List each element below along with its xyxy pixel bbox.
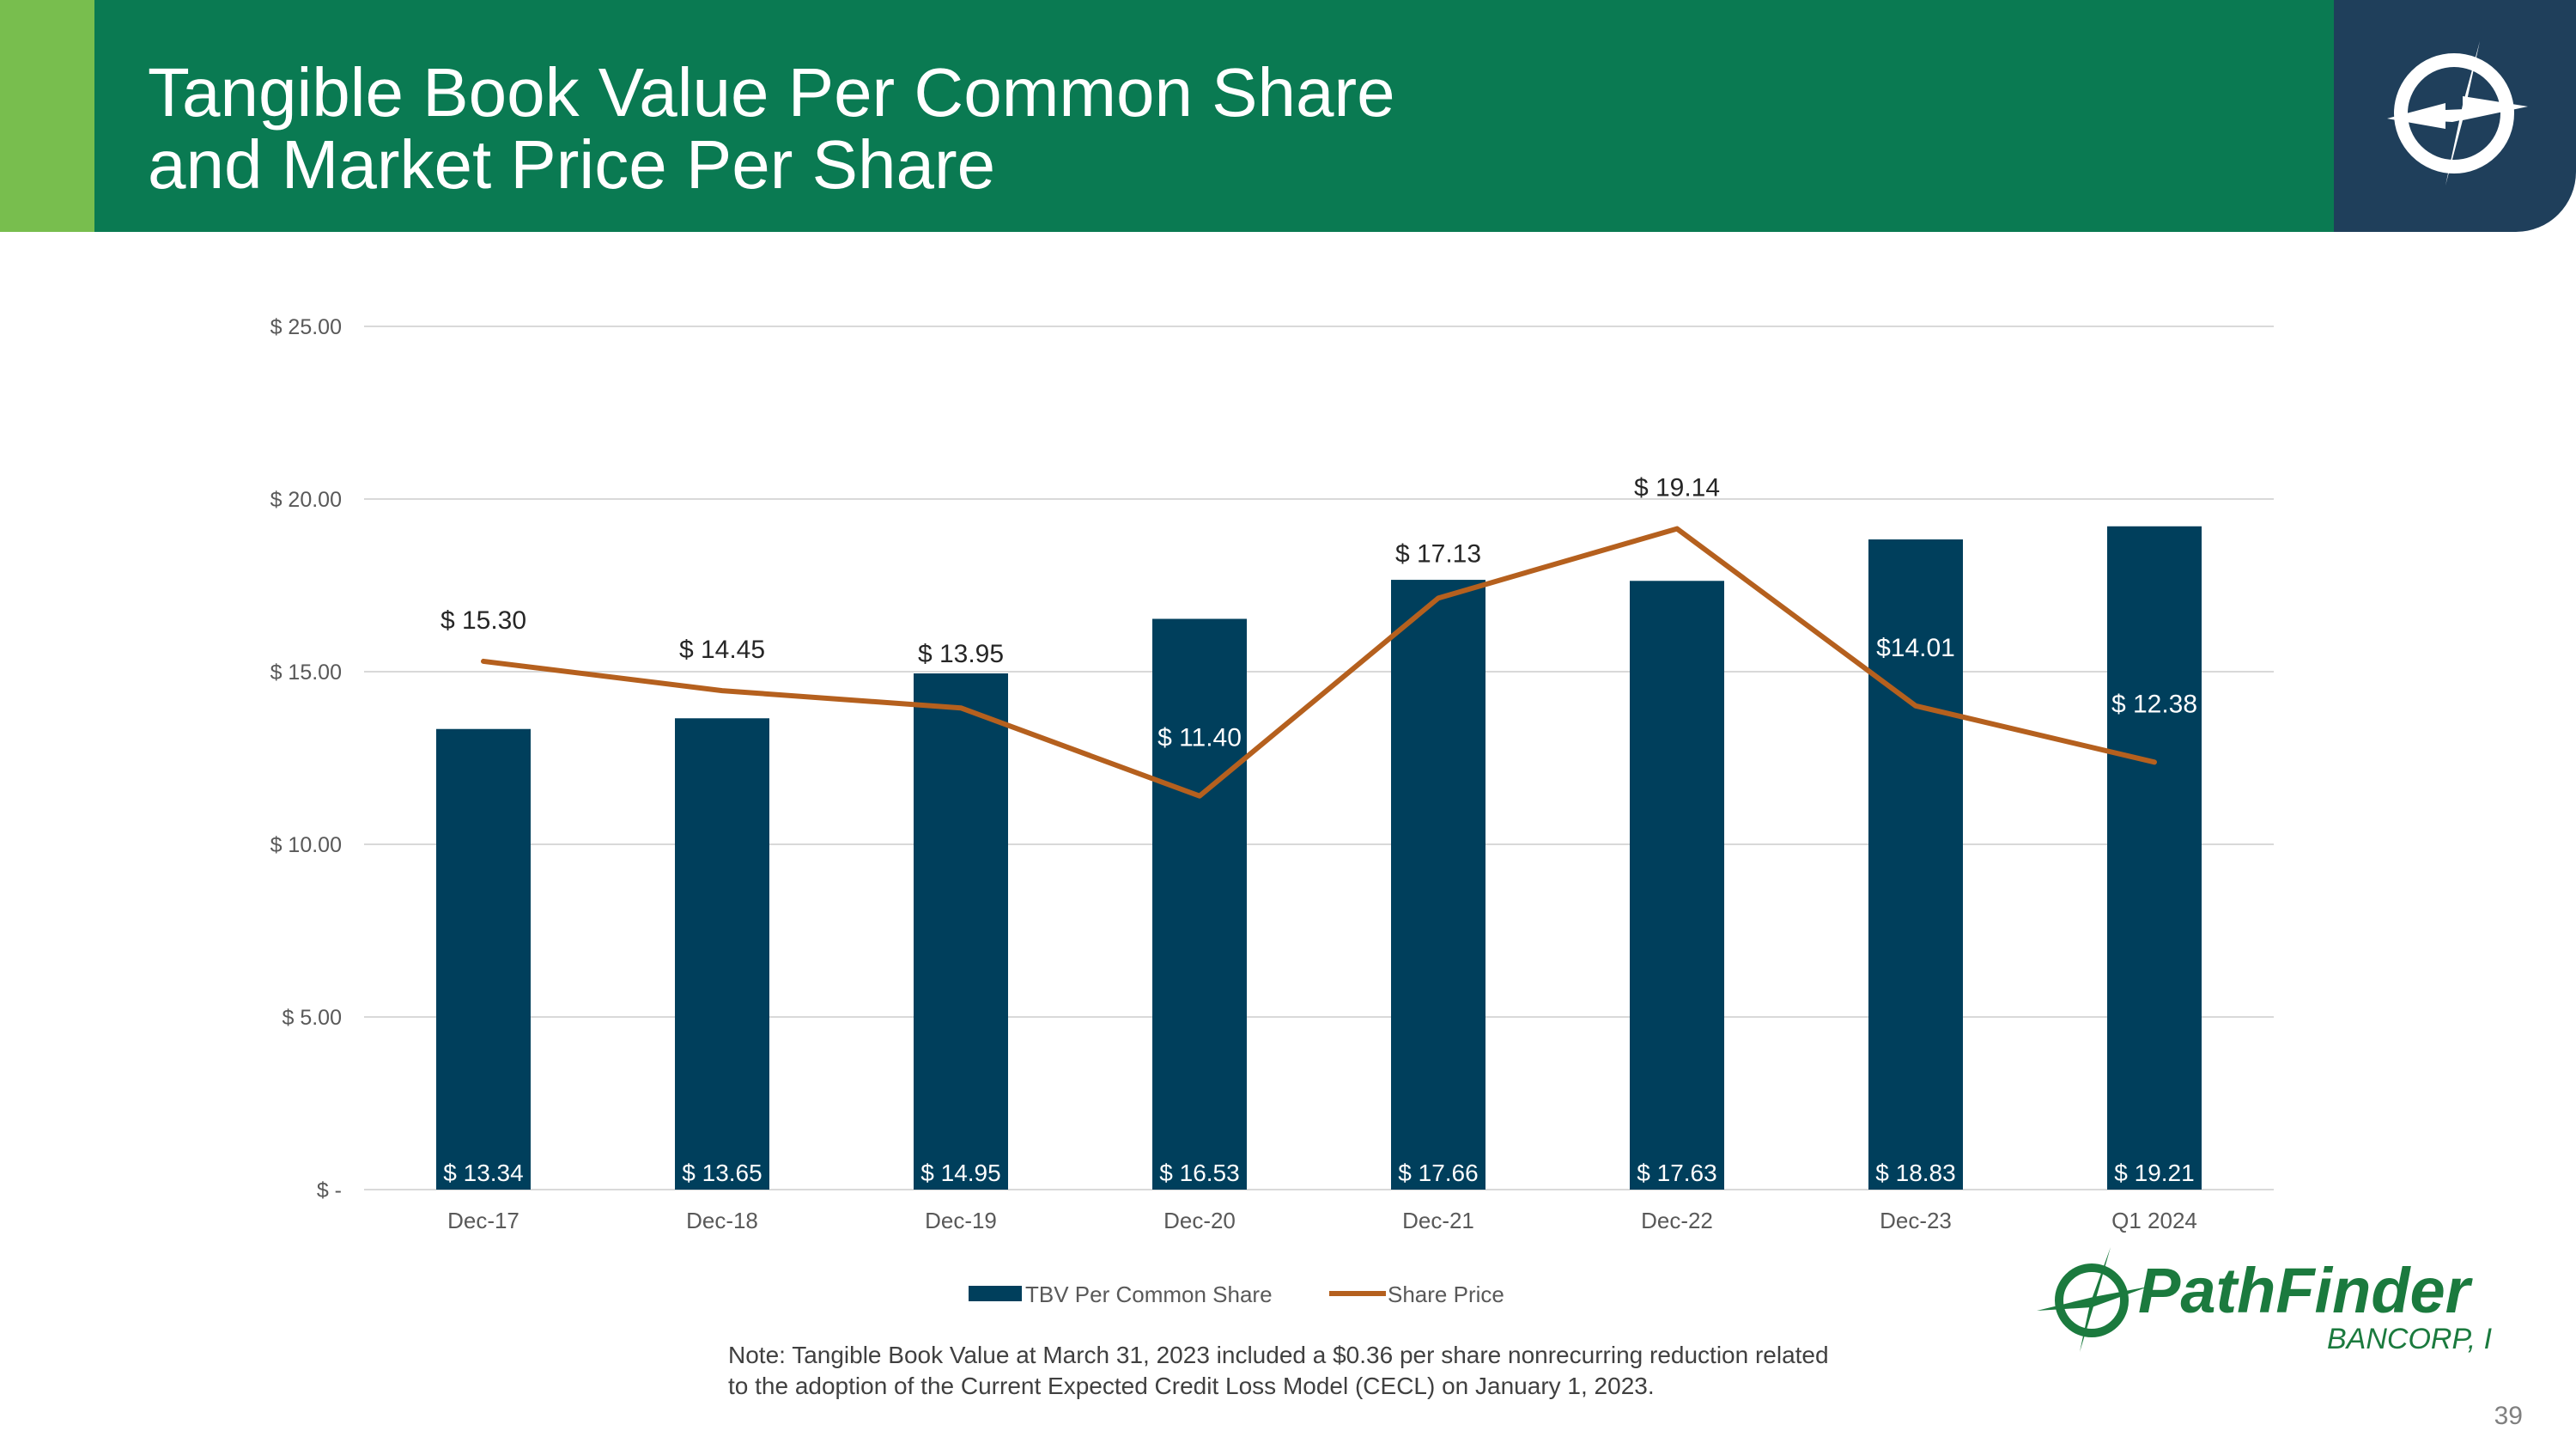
legend-label-share-price: Share Price bbox=[1388, 1282, 1504, 1307]
bar bbox=[914, 673, 1008, 1190]
brand-name: PathFinder bbox=[2138, 1255, 2474, 1326]
bar-value-label: $ 16.53 bbox=[1159, 1160, 1239, 1186]
brand-subtitle: BANCORP, INC. bbox=[2327, 1323, 2492, 1355]
bar-value-label: $ 13.65 bbox=[682, 1160, 762, 1186]
page-number: 39 bbox=[2494, 1402, 2523, 1430]
bar bbox=[675, 718, 769, 1190]
header-band bbox=[94, 0, 2334, 232]
bar bbox=[1391, 580, 1485, 1190]
pathfinder-brand-logo: PathFinder BANCORP, INC. bbox=[2028, 1244, 2543, 1355]
y-tick-label: $ 20.00 bbox=[270, 488, 342, 512]
x-tick-label: Dec-19 bbox=[925, 1208, 997, 1233]
x-tick-label: Dec-18 bbox=[686, 1208, 758, 1233]
y-tick-label: $ 15.00 bbox=[270, 661, 342, 685]
bar bbox=[2107, 526, 2202, 1190]
bar bbox=[436, 728, 531, 1190]
bar bbox=[1630, 581, 1724, 1190]
bar-value-label: $ 19.21 bbox=[2114, 1160, 2194, 1186]
note-line-2: to the adoption of the Current Expected … bbox=[728, 1373, 1655, 1399]
bar-value-label: $ 17.66 bbox=[1398, 1160, 1478, 1186]
title-line-1: Tangible Book Value Per Common Share bbox=[148, 54, 1395, 131]
line-value-label: $14.01 bbox=[1876, 634, 1955, 662]
line-value-label: $ 13.95 bbox=[918, 640, 1004, 668]
header-logo-box bbox=[2334, 0, 2576, 232]
bar-value-label: $ 13.34 bbox=[443, 1160, 523, 1186]
y-tick-label: $ 25.00 bbox=[270, 315, 342, 339]
chart-note: Note: Tangible Book Value at March 31, 2… bbox=[728, 1340, 1829, 1402]
bar-value-label: $ 17.63 bbox=[1637, 1160, 1716, 1186]
slide-header: Tangible Book Value Per Common Share and… bbox=[0, 0, 2576, 232]
y-tick-label: $ 10.00 bbox=[270, 833, 342, 857]
note-line-1: Note: Tangible Book Value at March 31, 2… bbox=[728, 1342, 1829, 1368]
line-value-label: $ 19.14 bbox=[1634, 474, 1720, 502]
compass-logo-icon bbox=[2387, 41, 2528, 186]
legend-label-tbv: TBV Per Common Share bbox=[1025, 1282, 1273, 1307]
chart: $ - $ 5.00 $ 10.00 $ 15.00 $ 20.00 $ 25.00 $ 1… bbox=[270, 315, 2274, 1307]
line-value-label: $ 15.30 bbox=[440, 606, 526, 635]
brand-compass-icon: PathFinder BANCORP, INC. bbox=[2037, 1247, 2543, 1355]
share-price-line bbox=[481, 526, 2157, 799]
x-tick-label: Dec-23 bbox=[1880, 1208, 1952, 1233]
x-tick-label: Q1 2024 bbox=[2111, 1208, 2197, 1233]
title-line-2: and Market Price Per Share bbox=[148, 126, 996, 203]
y-tick-label: $ 5.00 bbox=[282, 1006, 342, 1030]
legend-bar-swatch bbox=[969, 1286, 1022, 1301]
bar bbox=[1152, 618, 1247, 1190]
line-value-label: $ 11.40 bbox=[1157, 724, 1242, 752]
x-tick-label: Dec-21 bbox=[1402, 1208, 1474, 1233]
header-accent-stripe bbox=[0, 0, 94, 232]
line-value-label: $ 17.13 bbox=[1395, 539, 1481, 568]
line-value-label: $ 14.45 bbox=[679, 636, 765, 664]
x-tick-label: Dec-22 bbox=[1641, 1208, 1713, 1233]
y-tick-label: $ - bbox=[317, 1178, 342, 1202]
page-title: Tangible Book Value Per Common Share and… bbox=[148, 57, 1395, 201]
x-tick-label: Dec-17 bbox=[447, 1208, 519, 1233]
bar bbox=[1868, 539, 1963, 1190]
bar-value-label: $ 18.83 bbox=[1875, 1160, 1955, 1186]
bar-value-label: $ 14.95 bbox=[920, 1160, 1000, 1186]
line-value-label: $ 12.38 bbox=[2111, 690, 2197, 718]
x-tick-label: Dec-20 bbox=[1163, 1208, 1236, 1233]
